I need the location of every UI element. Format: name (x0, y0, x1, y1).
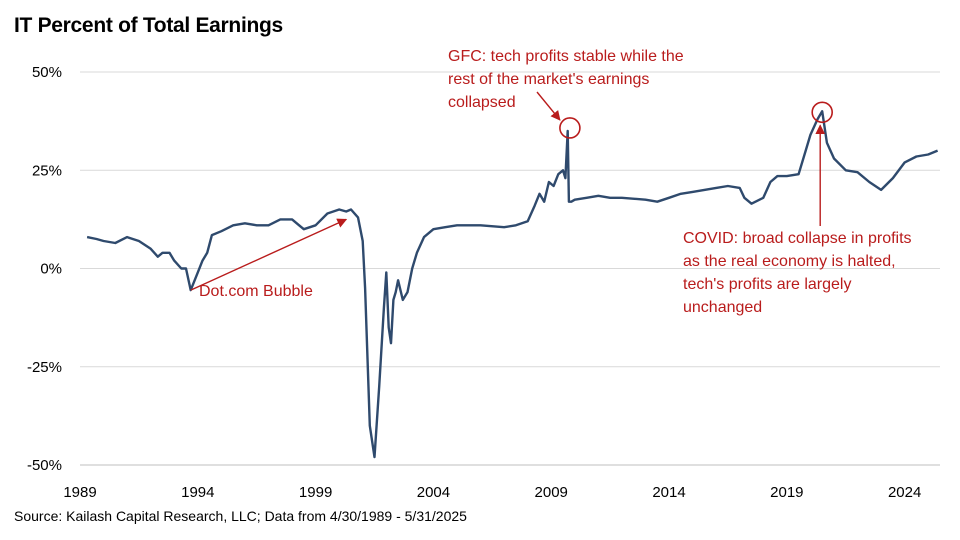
chart-area: 50% 25% 0% -25% -50% 1989 1994 1999 2004 2009 201… (27, 48, 940, 500)
gridlines (80, 71, 940, 368)
annotation-covid-text: tech's profits are largely (683, 276, 851, 293)
series-line (86, 110, 939, 459)
x-tick-label: 2009 (535, 484, 568, 500)
y-tick-label: -50% (27, 457, 62, 474)
y-axis: 50% 25% 0% -25% -50% (27, 64, 62, 474)
x-tick-labels: 1989 1994 1999 2004 2009 2014 2019 2024 (63, 484, 921, 500)
annotation-gfc-text: GFC: tech profits stable while the (448, 48, 684, 65)
covid-circle (811, 101, 833, 124)
x-tick-label: 2019 (770, 484, 803, 500)
annotation-covid-text: COVID: broad collapse in profits (683, 230, 912, 247)
y-tick-label: -25% (27, 359, 62, 376)
annotation-dotcom-text: Dot.com Bubble (199, 283, 313, 300)
annotation-covid-text: unchanged (683, 299, 762, 316)
x-tick-label: 1999 (299, 484, 332, 500)
annotation-gfc-text: collapsed (448, 94, 516, 111)
x-tick-label: 2024 (888, 484, 921, 500)
y-tick-label: 50% (32, 64, 62, 81)
x-tick-label: 1989 (63, 484, 96, 500)
annotation-gfc-text: rest of the market's earnings (448, 71, 649, 88)
annotation-covid-text: as the real economy is halted, (683, 253, 896, 270)
series-group (86, 110, 939, 459)
x-tick-label: 1994 (181, 484, 214, 500)
annotations: GFC: tech profits stable while the rest o… (190, 48, 912, 316)
y-tick-label: 0% (40, 261, 62, 278)
chart-title: IT Percent of Total Earnings (14, 14, 283, 37)
y-tick-label: 25% (32, 162, 62, 179)
x-tick-label: 2014 (652, 484, 685, 500)
x-tick-label: 2004 (417, 484, 450, 500)
gfc-arrow (536, 91, 561, 121)
gfc-circle (559, 117, 581, 139)
source-note: Source: Kailash Capital Research, LLC; D… (14, 508, 467, 524)
dotcom-arrow (190, 218, 348, 291)
